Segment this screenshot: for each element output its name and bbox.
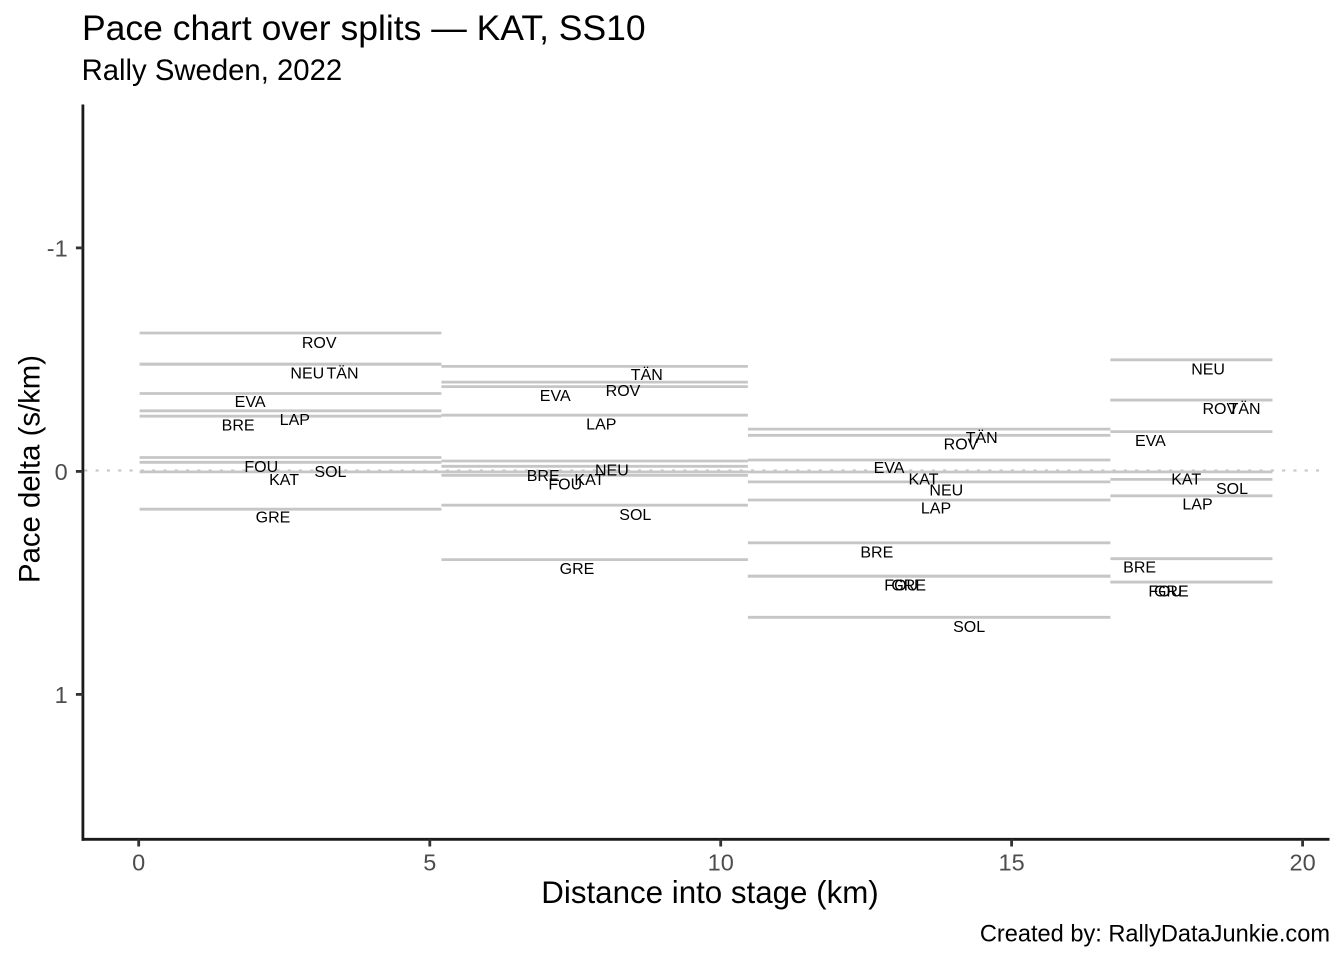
svg-text:LAP: LAP xyxy=(280,412,310,429)
svg-text:15: 15 xyxy=(999,849,1025,875)
svg-text:TÄN: TÄN xyxy=(1229,400,1261,418)
svg-text:BRE: BRE xyxy=(1123,560,1156,577)
svg-text:5: 5 xyxy=(423,849,436,875)
svg-text:Created by: RallyDataJunkie.co: Created by: RallyDataJunkie.com xyxy=(980,921,1330,947)
svg-text:20: 20 xyxy=(1290,849,1316,875)
svg-text:EVA: EVA xyxy=(874,460,905,477)
svg-text:GRE: GRE xyxy=(891,578,926,595)
svg-text:GRE: GRE xyxy=(256,510,291,527)
svg-text:Distance into stage (km): Distance into stage (km) xyxy=(541,875,878,910)
svg-text:Pace chart over splits — KAT,: Pace chart over splits — KAT, SS10 xyxy=(82,8,646,48)
svg-text:-1: -1 xyxy=(47,235,68,261)
svg-text:SOL: SOL xyxy=(314,464,346,481)
svg-text:Rally Sweden, 2022: Rally Sweden, 2022 xyxy=(82,54,343,87)
svg-text:LAP: LAP xyxy=(586,417,616,434)
svg-text:GRE: GRE xyxy=(560,561,595,578)
svg-text:TÄN: TÄN xyxy=(631,366,663,384)
svg-text:EVA: EVA xyxy=(235,394,266,411)
svg-text:ROV: ROV xyxy=(1202,401,1237,418)
svg-text:ROV: ROV xyxy=(944,437,979,454)
svg-text:FOU: FOU xyxy=(548,477,582,494)
svg-text:KAT: KAT xyxy=(574,472,604,489)
svg-text:LAP: LAP xyxy=(921,501,951,518)
svg-text:KAT: KAT xyxy=(1171,472,1201,489)
svg-text:KAT: KAT xyxy=(909,471,939,488)
svg-text:LAP: LAP xyxy=(1182,496,1212,513)
svg-text:TÄN: TÄN xyxy=(327,365,359,383)
svg-text:ROV: ROV xyxy=(606,383,641,400)
svg-text:SOL: SOL xyxy=(1216,481,1248,498)
svg-text:EVA: EVA xyxy=(1135,433,1166,450)
svg-text:FOU: FOU xyxy=(244,459,278,476)
svg-text:TÄN: TÄN xyxy=(966,429,998,447)
svg-text:KAT: KAT xyxy=(269,472,299,489)
svg-text:BRE: BRE xyxy=(527,468,560,485)
svg-text:BRE: BRE xyxy=(222,418,255,435)
svg-text:FOU: FOU xyxy=(884,578,918,595)
svg-text:0: 0 xyxy=(55,459,68,485)
svg-text:10: 10 xyxy=(708,849,734,875)
svg-text:EVA: EVA xyxy=(540,388,571,405)
svg-text:SOL: SOL xyxy=(619,507,651,524)
svg-text:NEU: NEU xyxy=(929,483,963,500)
svg-text:1: 1 xyxy=(55,682,68,708)
svg-text:FOU: FOU xyxy=(1148,583,1182,600)
svg-text:GRE: GRE xyxy=(1154,583,1189,600)
svg-text:ROV: ROV xyxy=(302,335,337,352)
svg-text:NEU: NEU xyxy=(1191,361,1225,378)
svg-text:NEU: NEU xyxy=(595,462,629,479)
svg-text:0: 0 xyxy=(132,849,145,875)
svg-text:Pace delta (s/km): Pace delta (s/km) xyxy=(14,355,47,583)
svg-text:NEU: NEU xyxy=(290,366,324,383)
svg-text:BRE: BRE xyxy=(860,544,893,561)
svg-text:SOL: SOL xyxy=(953,619,985,636)
